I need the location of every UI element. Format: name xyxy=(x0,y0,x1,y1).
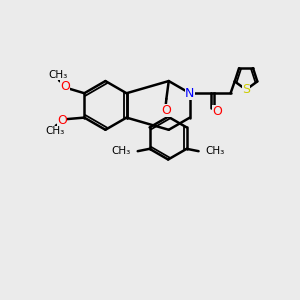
Text: O: O xyxy=(161,104,171,117)
Text: CH₃: CH₃ xyxy=(49,70,68,80)
Text: CH₃: CH₃ xyxy=(111,146,130,156)
Text: O: O xyxy=(212,105,222,118)
Text: S: S xyxy=(242,83,250,96)
Text: CH₃: CH₃ xyxy=(206,146,225,156)
Text: CH₃: CH₃ xyxy=(46,126,65,136)
Text: O: O xyxy=(57,114,67,127)
Text: N: N xyxy=(185,87,194,100)
Text: O: O xyxy=(60,80,70,93)
